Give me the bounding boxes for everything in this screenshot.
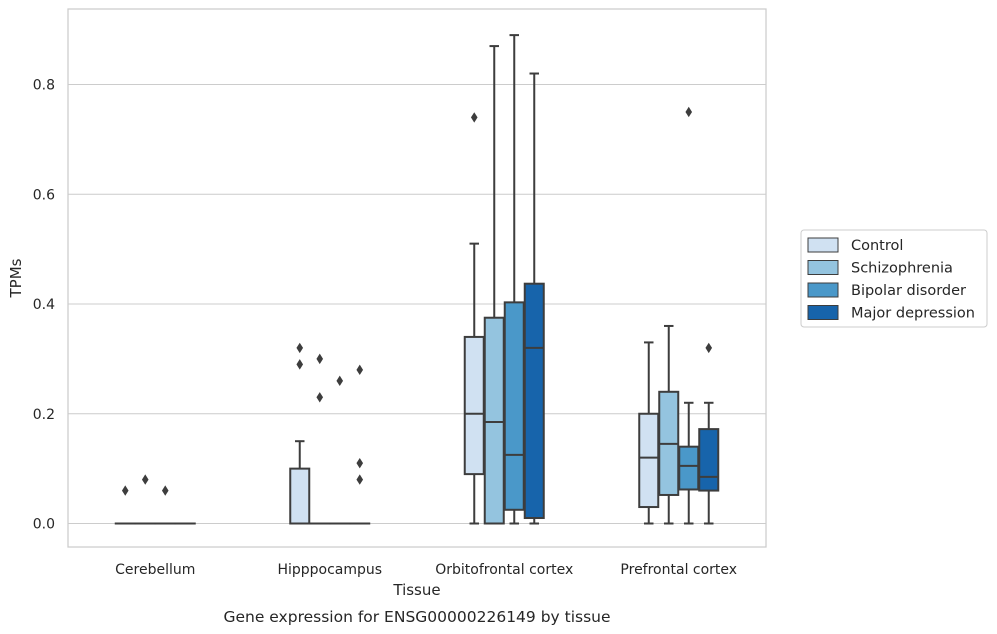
box-element	[349, 364, 371, 525]
box-element	[698, 342, 720, 525]
box-element	[329, 375, 351, 525]
outlier-point	[316, 353, 324, 365]
box-body	[523, 282, 545, 520]
legend-swatch	[807, 260, 839, 275]
outlier-point	[336, 375, 344, 387]
x-tick-labels: Cerebellum Hipppocampus Orbitofrontal cort…	[115, 562, 737, 578]
category-group	[463, 34, 545, 525]
legend-entry: Bipolar disorder	[807, 282, 966, 299]
outlier-point	[356, 364, 364, 376]
box-element	[658, 324, 680, 525]
legend-label: Schizophrenia	[851, 261, 953, 277]
box-element	[154, 485, 176, 525]
legend-frame	[800, 229, 988, 328]
box-body	[638, 412, 660, 509]
legend-swatch	[807, 305, 839, 320]
x-tick-label: Prefrontal cortex	[620, 562, 737, 578]
box-element	[678, 106, 700, 525]
plot-frame	[67, 8, 767, 548]
outlier-point	[685, 106, 693, 118]
outlier-point	[296, 359, 304, 370]
category-group	[114, 474, 196, 525]
box-body	[463, 335, 485, 476]
y-tick-label: 0.8	[33, 78, 55, 94]
box-element	[134, 474, 156, 525]
legend-label: Major depression	[851, 306, 975, 322]
outlier-point	[296, 342, 304, 354]
outlier-point	[141, 474, 149, 485]
y-tick-label: 0.2	[33, 407, 55, 423]
legend-swatch	[807, 282, 839, 298]
y-axis-label: TPMs	[7, 258, 25, 298]
box-body	[289, 467, 311, 525]
box-body	[698, 428, 720, 492]
x-tick-label: Orbitofrontal cortex	[435, 562, 573, 578]
y-tick-label: 0.6	[33, 187, 55, 203]
legend-swatch	[807, 237, 839, 253]
legend-label: Control	[851, 238, 903, 254]
outlier-point	[356, 474, 364, 485]
outlier-point	[121, 485, 129, 496]
outlier-point	[705, 342, 713, 354]
box-groups	[114, 34, 720, 525]
legend-entries: Control Schizophrenia Bipolar disorder Majo…	[807, 237, 975, 322]
outlier-point	[161, 485, 169, 496]
box-body	[503, 301, 525, 511]
box-element	[114, 485, 136, 525]
legend-label: Bipolar disorder	[851, 283, 966, 299]
legend: Control Schizophrenia Bipolar disorder Majo…	[800, 229, 988, 328]
x-axis-label: Tissue	[392, 581, 440, 599]
legend-entry: Schizophrenia	[807, 260, 953, 277]
y-tick-labels: 0.0 0.2 0.4 0.6 0.8	[33, 78, 55, 533]
legend-entry: Major depression	[807, 305, 975, 322]
box-element	[483, 45, 505, 525]
y-tick-label: 0.0	[33, 517, 55, 533]
box-element	[289, 342, 311, 525]
box-element	[523, 72, 545, 525]
x-tick-label: Hipppocampus	[277, 562, 382, 578]
x-tick-label: Cerebellum	[115, 562, 195, 578]
box-body	[483, 316, 505, 525]
legend-entry: Control	[807, 237, 903, 254]
outlier-point	[316, 392, 324, 403]
category-group	[289, 342, 371, 525]
chart-caption: Gene expression for ENSG00000226149 by t…	[223, 608, 610, 626]
outlier-point	[470, 112, 478, 123]
outlier-point	[356, 457, 364, 469]
category-group	[638, 106, 720, 525]
box-body	[678, 445, 700, 491]
y-tick-label: 0.4	[33, 297, 55, 313]
